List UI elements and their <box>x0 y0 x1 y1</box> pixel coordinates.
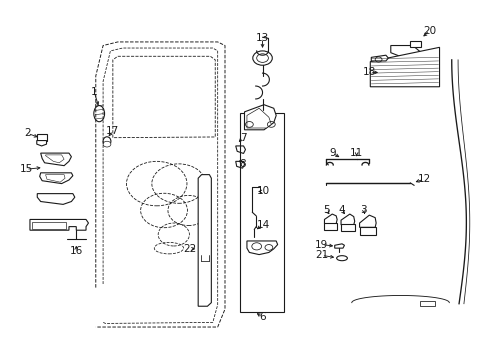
Ellipse shape <box>103 137 111 146</box>
Text: 14: 14 <box>256 220 269 230</box>
Text: 6: 6 <box>259 312 265 322</box>
Text: 22: 22 <box>183 244 196 254</box>
Polygon shape <box>45 175 65 182</box>
Text: 4: 4 <box>338 206 345 216</box>
Polygon shape <box>198 175 211 306</box>
Text: 15: 15 <box>20 164 33 174</box>
Text: 20: 20 <box>423 26 435 36</box>
Text: 7: 7 <box>239 133 246 143</box>
Polygon shape <box>324 214 336 224</box>
Polygon shape <box>340 214 354 225</box>
Bar <box>239 113 283 312</box>
Text: 1: 1 <box>91 87 98 97</box>
Bar <box>409 41 420 47</box>
Circle shape <box>103 141 111 147</box>
Text: 21: 21 <box>314 250 327 260</box>
Polygon shape <box>390 45 420 60</box>
Text: 11: 11 <box>349 148 363 158</box>
Polygon shape <box>244 105 276 130</box>
Polygon shape <box>235 146 245 153</box>
Bar <box>419 301 434 306</box>
Polygon shape <box>369 47 439 87</box>
Bar <box>37 134 46 140</box>
Polygon shape <box>235 161 244 168</box>
Polygon shape <box>370 55 387 61</box>
Bar <box>340 225 354 231</box>
Text: 3: 3 <box>360 206 366 216</box>
Text: 9: 9 <box>328 148 335 158</box>
Polygon shape <box>246 108 271 128</box>
Text: 19: 19 <box>314 239 327 249</box>
Text: 17: 17 <box>106 126 119 135</box>
Text: 12: 12 <box>416 174 430 184</box>
Bar <box>32 222 65 229</box>
Polygon shape <box>45 155 64 163</box>
Text: 2: 2 <box>24 129 31 138</box>
Polygon shape <box>420 52 439 59</box>
Text: 13: 13 <box>255 33 268 43</box>
Polygon shape <box>246 241 277 255</box>
Bar <box>359 226 375 234</box>
Bar <box>324 223 336 230</box>
Text: 18: 18 <box>363 67 376 77</box>
Polygon shape <box>37 140 46 146</box>
Polygon shape <box>334 244 344 248</box>
Polygon shape <box>359 215 375 227</box>
Text: 5: 5 <box>323 206 329 216</box>
Polygon shape <box>40 173 73 184</box>
Ellipse shape <box>336 256 346 261</box>
Text: 16: 16 <box>69 246 83 256</box>
Polygon shape <box>37 194 75 204</box>
Text: 8: 8 <box>239 159 246 169</box>
Polygon shape <box>41 153 71 166</box>
Text: 10: 10 <box>256 186 269 197</box>
Circle shape <box>256 54 268 62</box>
Ellipse shape <box>94 105 104 122</box>
Polygon shape <box>30 220 88 230</box>
